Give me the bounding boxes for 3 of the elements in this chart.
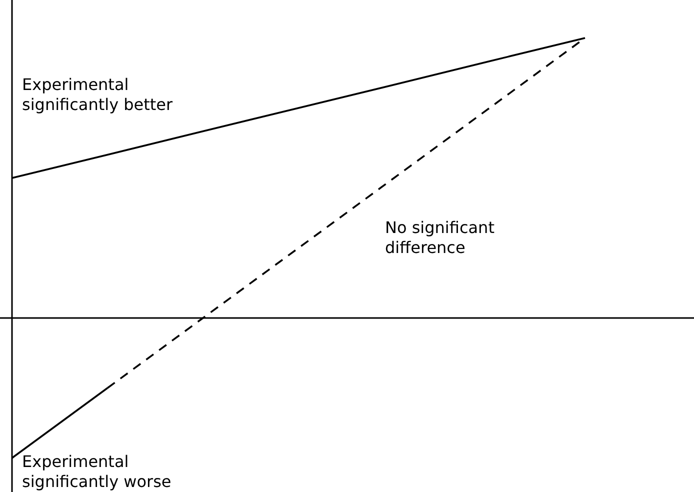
annotation: Experimental significantly better: [22, 75, 174, 114]
annotation: No significant difference: [385, 218, 494, 257]
annotation: Experimental significantly worse: [22, 452, 172, 491]
